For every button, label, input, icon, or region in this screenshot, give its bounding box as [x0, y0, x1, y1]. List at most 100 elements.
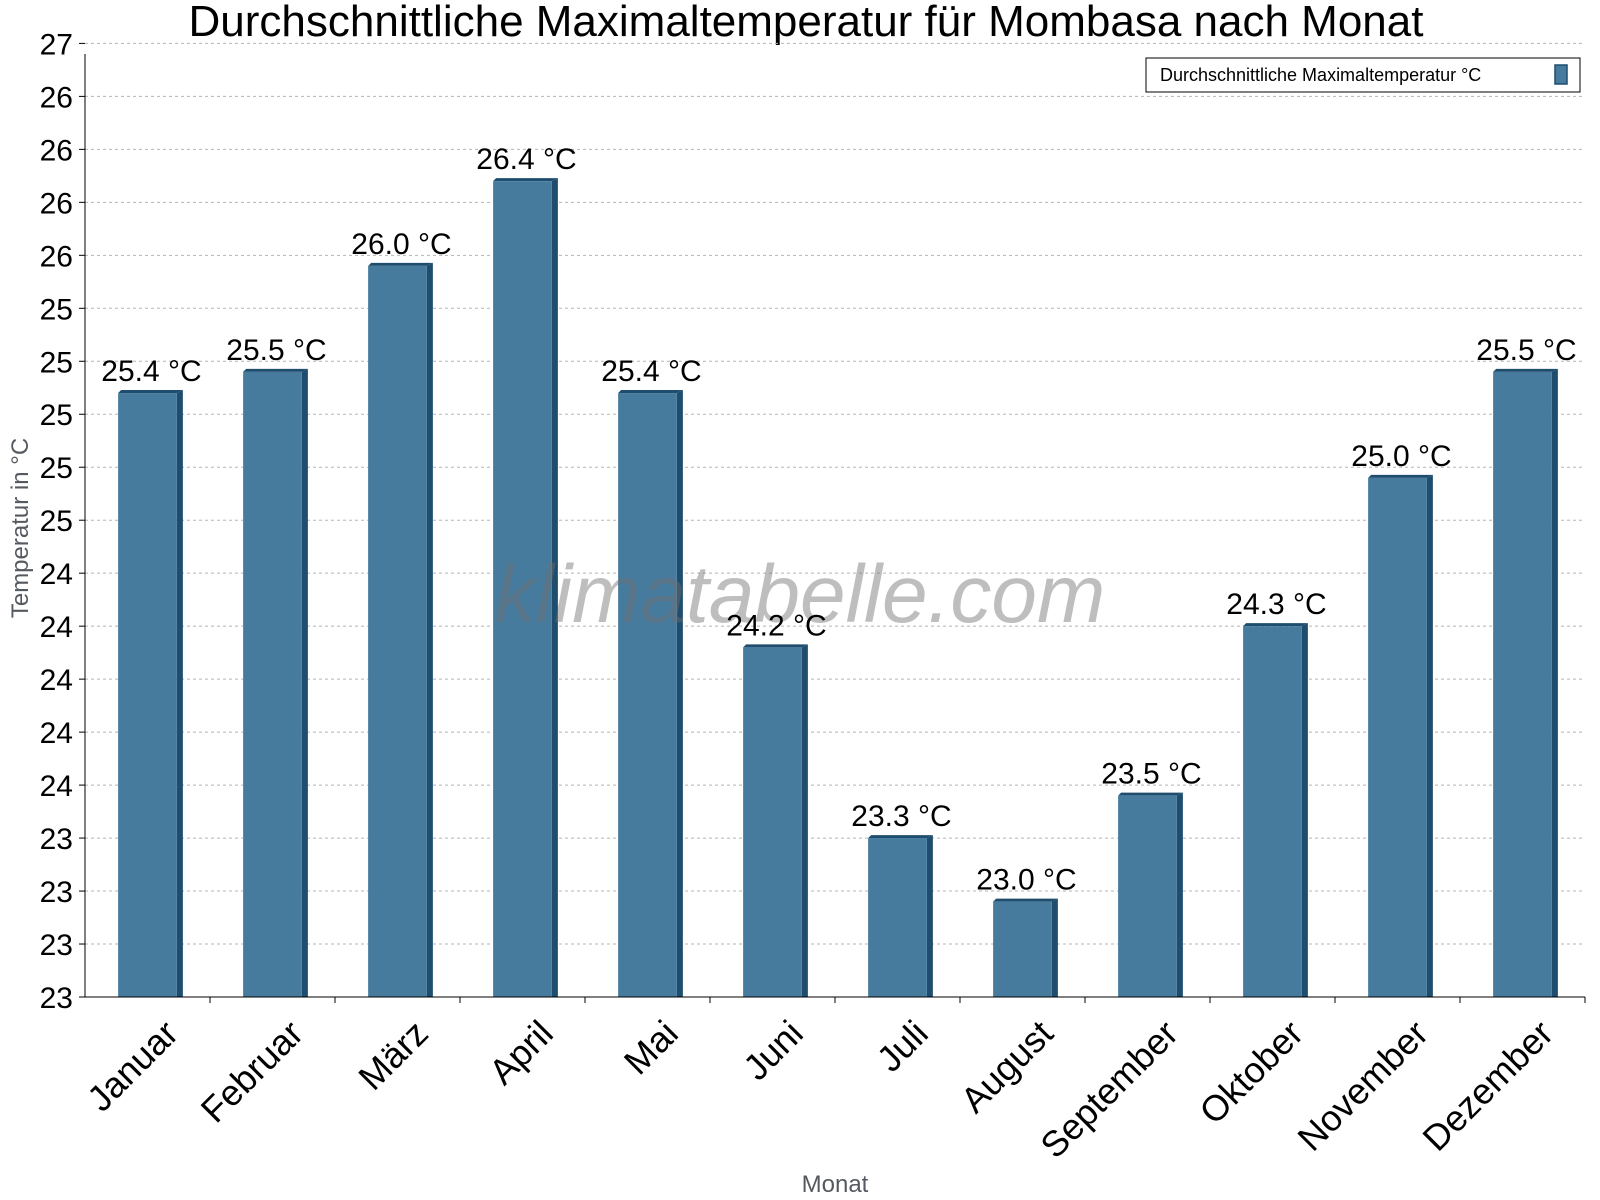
bar-front	[243, 371, 302, 997]
data-labels: 25.4 °C 25.5 °C 26.0 °C 26.4 °C 25.4 °C 24.2 …	[101, 143, 1576, 896]
data-label: 25.5 °C	[226, 334, 326, 367]
bar-front	[868, 838, 927, 997]
bar-front	[368, 265, 427, 997]
legend: Durchschnittliche Maximaltemperatur °C	[1145, 57, 1581, 93]
x-tick-label: August	[953, 1012, 1061, 1120]
bar-front	[1118, 795, 1177, 997]
y-tick-label: 24	[40, 717, 73, 750]
chart-title: Durchschnittliche Maximaltemperatur für …	[189, 0, 1424, 46]
data-label: 26.0 °C	[351, 228, 451, 261]
y-tick-label: 23	[40, 929, 73, 962]
bar	[368, 262, 433, 997]
data-label: 25.5 °C	[1476, 334, 1576, 367]
y-axis-label: Temperatur in °C	[7, 438, 34, 618]
bar	[1368, 474, 1433, 998]
grid-lines	[85, 42, 1585, 945]
bar-top	[1118, 792, 1183, 796]
bar-top	[743, 644, 808, 648]
x-axis-label: Monat	[802, 1171, 869, 1198]
bar-top	[493, 178, 558, 182]
y-tick-label: 24	[40, 664, 73, 697]
bar	[243, 368, 308, 997]
axes	[84, 54, 1585, 998]
bar-side	[301, 368, 308, 997]
y-tick-label: 24	[40, 558, 73, 591]
bar-top	[1243, 623, 1308, 627]
bar	[993, 898, 1058, 997]
data-label: 25.4 °C	[101, 355, 201, 388]
y-tick-label: 25	[40, 399, 73, 432]
y-tick-label: 23	[40, 982, 73, 1015]
bar-front	[1368, 477, 1427, 998]
y-tick-label: 25	[40, 505, 73, 538]
legend-label: Durchschnittliche Maximaltemperatur °C	[1160, 65, 1481, 85]
bar	[1118, 792, 1183, 997]
x-tick-label: Dezember	[1414, 1012, 1560, 1158]
x-tick-label: April	[481, 1012, 561, 1092]
bar-top	[993, 898, 1058, 902]
bar-top	[1493, 368, 1558, 372]
bar-front	[618, 393, 677, 998]
legend-box	[1145, 57, 1581, 93]
bar-side	[1051, 898, 1058, 997]
x-tick-label: November	[1289, 1012, 1435, 1158]
bar-side	[551, 178, 558, 998]
y-tick-label: 24	[40, 611, 73, 644]
data-label: 23.3 °C	[851, 800, 951, 833]
bar-side	[1551, 368, 1558, 997]
y-tick-label: 25	[40, 346, 73, 379]
bar	[118, 390, 183, 998]
bar-side	[926, 835, 933, 997]
y-tick-label: 24	[40, 770, 73, 803]
x-tick-label: September	[1032, 1012, 1186, 1166]
bar-side	[801, 644, 808, 997]
bar-front	[493, 181, 552, 998]
bar	[743, 644, 808, 997]
y-tick-label: 23	[40, 876, 73, 909]
bar	[868, 835, 933, 997]
y-tick-label: 23	[40, 823, 73, 856]
bar-top	[868, 835, 933, 839]
bar-top	[243, 368, 308, 372]
bar-side	[176, 390, 183, 998]
bar	[1243, 623, 1308, 997]
bar-side	[1426, 474, 1433, 998]
watermark: klimatabelle.com	[495, 549, 1106, 640]
legend-swatch	[1554, 64, 1568, 85]
bar-side	[426, 262, 433, 997]
bar-side	[1301, 623, 1308, 997]
bars	[118, 178, 1558, 998]
bar-top	[368, 262, 433, 266]
bar	[493, 178, 558, 998]
bar-side	[1176, 792, 1183, 997]
bar	[618, 390, 683, 998]
y-tick-label: 26	[40, 240, 73, 273]
y-tick-label: 26	[40, 81, 73, 114]
data-label: 25.0 °C	[1351, 440, 1451, 473]
bar	[1493, 368, 1558, 997]
bar-front	[743, 647, 802, 997]
bar-front	[1493, 371, 1552, 997]
y-tick-label: 25	[40, 293, 73, 326]
bar-side	[676, 390, 683, 998]
x-tick-label: Juni	[735, 1012, 811, 1088]
bar-front	[118, 393, 177, 998]
y-tick-label: 27	[40, 28, 73, 61]
x-tick-label: Februar	[193, 1012, 311, 1130]
bar-top	[618, 390, 683, 394]
data-label: 24.3 °C	[1226, 588, 1326, 621]
bar-top	[1368, 474, 1433, 478]
data-label: 25.4 °C	[601, 355, 701, 388]
y-tick-label: 25	[40, 452, 73, 485]
x-tick-label: Januar	[79, 1012, 186, 1119]
x-axis-ticks: Januar Februar März April Mai Juni Juli AugustS…	[79, 997, 1586, 1166]
data-label: 26.4 °C	[476, 143, 576, 176]
bar-front	[993, 901, 1052, 997]
data-label: 24.2 °C	[726, 609, 826, 642]
data-label: 23.5 °C	[1101, 758, 1201, 791]
bar-top	[118, 390, 183, 394]
x-tick-label: Oktober	[1191, 1012, 1311, 1132]
y-tick-label: 26	[40, 187, 73, 220]
bar-front	[1243, 626, 1302, 997]
